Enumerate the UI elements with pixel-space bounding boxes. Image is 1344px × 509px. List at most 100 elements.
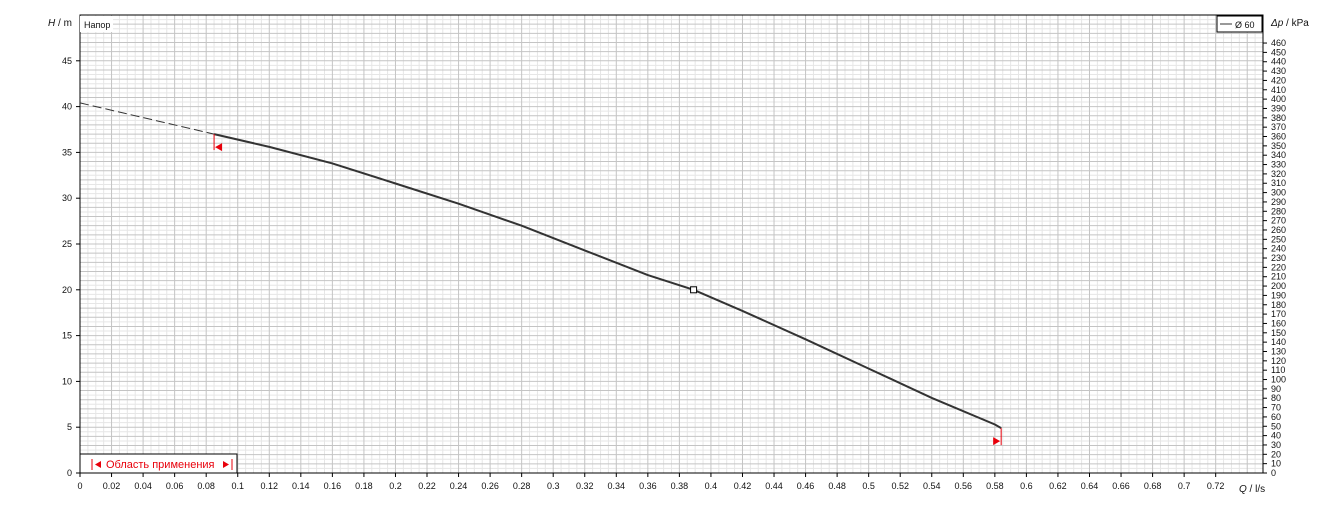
y-right-tick-label: 310 bbox=[1271, 178, 1286, 188]
operating-point-marker bbox=[690, 286, 698, 294]
y-right-tick-label: 80 bbox=[1271, 393, 1281, 403]
y-right-tick-label: 60 bbox=[1271, 412, 1281, 422]
y-right-tick-label: 160 bbox=[1271, 318, 1286, 328]
y-right-tick-label: 330 bbox=[1271, 160, 1286, 170]
x-tick-label: 0.66 bbox=[1112, 481, 1130, 491]
y-left-tick-label: 40 bbox=[62, 102, 72, 112]
y-right-tick-label: 110 bbox=[1271, 365, 1285, 375]
x-tick-label: 0.04 bbox=[134, 481, 152, 491]
y-right-tick-label: 260 bbox=[1271, 225, 1286, 235]
y-left-axis-ticks: 0 5 10 15 20 25 30 35 40 45 bbox=[62, 56, 80, 478]
y-right-tick-label: 340 bbox=[1271, 150, 1286, 160]
y-right-tick-label: 360 bbox=[1271, 132, 1286, 142]
chart-title-box: Напор bbox=[80, 16, 113, 32]
x-tick-label: 0 bbox=[77, 481, 82, 491]
y-right-tick-label: 150 bbox=[1271, 328, 1286, 338]
x-tick-label: 0.12 bbox=[261, 481, 279, 491]
legend: Ø 60 bbox=[1216, 15, 1263, 33]
series-curve bbox=[213, 133, 1002, 429]
y-right-tick-label: 120 bbox=[1271, 356, 1286, 366]
y-right-tick-label: 300 bbox=[1271, 188, 1286, 198]
x-tick-label: 0.54 bbox=[923, 481, 941, 491]
y-right-tick-label: 220 bbox=[1271, 262, 1286, 272]
x-tick-label: 0.68 bbox=[1144, 481, 1162, 491]
y-right-axis-ticks: 0102030405060708090100110120130140150160… bbox=[1263, 38, 1286, 478]
x-tick-label: 0.64 bbox=[1081, 481, 1099, 491]
y-left-axis-title: H / m bbox=[48, 18, 72, 29]
x-tick-label: 0.2 bbox=[389, 481, 402, 491]
x-tick-label: 0.4 bbox=[705, 481, 718, 491]
range-legend-label: Область применения bbox=[106, 459, 215, 471]
x-tick-label: 0.28 bbox=[513, 481, 531, 491]
x-tick-label: 0.46 bbox=[797, 481, 815, 491]
series-curve-extrapolated bbox=[79, 102, 215, 135]
x-tick-label: 0.02 bbox=[103, 481, 121, 491]
x-tick-label: 0.16 bbox=[324, 481, 342, 491]
y-right-tick-label: 180 bbox=[1271, 300, 1286, 310]
x-tick-label: 0.06 bbox=[166, 481, 184, 491]
y-left-tick-label: 5 bbox=[67, 422, 72, 432]
y-right-tick-label: 40 bbox=[1271, 431, 1281, 441]
x-unit: l/s bbox=[1255, 484, 1265, 495]
y-right-tick-label: 90 bbox=[1271, 384, 1281, 394]
y-right-tick-label: 230 bbox=[1271, 253, 1286, 263]
y-right-tick-label: 70 bbox=[1271, 403, 1281, 413]
y-right-tick-label: 20 bbox=[1271, 449, 1281, 459]
y-right-axis-title: Δp / kPa bbox=[1270, 18, 1309, 29]
y-right-tick-label: 400 bbox=[1271, 94, 1286, 104]
y-right-tick-label: 100 bbox=[1271, 375, 1286, 385]
y-left-tick-label: 10 bbox=[62, 376, 72, 386]
y-left-tick-label: 30 bbox=[62, 193, 72, 203]
range-min-marker bbox=[215, 143, 223, 152]
x-tick-label: 0.3 bbox=[547, 481, 560, 491]
legend-entry: Ø 60 bbox=[1235, 20, 1255, 30]
y-right-tick-label: 130 bbox=[1271, 346, 1286, 356]
y-right-tick-label: 0 bbox=[1271, 468, 1276, 478]
x-tick-label: 0.42 bbox=[734, 481, 752, 491]
y-right-tick-label: 240 bbox=[1271, 244, 1286, 254]
x-tick-label: 0.62 bbox=[1049, 481, 1067, 491]
y-right-tick-label: 190 bbox=[1271, 290, 1286, 300]
x-tick-label: 0.5 bbox=[862, 481, 875, 491]
x-axis-ticks: 0 0.02 0.04 0.06 0.08 0.1 0.12 0.14 0.16 0.18 0.2 0… bbox=[77, 473, 1224, 491]
x-axis-title: Q / l/s bbox=[1239, 484, 1265, 495]
x-tick-label: 0.26 bbox=[481, 481, 499, 491]
x-tick-label: 0.14 bbox=[292, 481, 310, 491]
range-legend-right-arrow-icon bbox=[223, 461, 229, 468]
y-right-tick-label: 50 bbox=[1271, 421, 1281, 431]
y-right-tick-label: 390 bbox=[1271, 103, 1286, 113]
y-left-tick-label: 35 bbox=[62, 147, 72, 157]
x-tick-label: 0.58 bbox=[986, 481, 1004, 491]
y-left-tick-label: 15 bbox=[62, 331, 72, 341]
y-right-unit: kPa bbox=[1292, 18, 1310, 29]
x-tick-label: 0.6 bbox=[1020, 481, 1033, 491]
y-right-tick-label: 440 bbox=[1271, 57, 1286, 67]
y-right-tick-label: 380 bbox=[1271, 113, 1286, 123]
x-tick-label: 0.1 bbox=[231, 481, 244, 491]
y-right-tick-label: 420 bbox=[1271, 75, 1286, 85]
y-left-unit: m bbox=[64, 18, 72, 29]
x-var: Q bbox=[1239, 484, 1247, 495]
y-left-tick-label: 0 bbox=[67, 468, 72, 478]
y-right-var: Δp bbox=[1270, 18, 1284, 29]
y-right-tick-label: 280 bbox=[1271, 206, 1286, 216]
x-tick-label: 0.52 bbox=[891, 481, 909, 491]
x-tick-label: 0.44 bbox=[765, 481, 783, 491]
x-tick-label: 0.38 bbox=[671, 481, 689, 491]
y-left-tick-label: 45 bbox=[62, 56, 72, 66]
x-tick-label: 0.18 bbox=[355, 481, 373, 491]
y-right-tick-label: 460 bbox=[1271, 38, 1286, 48]
y-right-tick-label: 170 bbox=[1271, 309, 1286, 319]
y-right-tick-label: 290 bbox=[1271, 197, 1286, 207]
y-right-tick-label: 140 bbox=[1271, 337, 1286, 347]
y-left-tick-label: 25 bbox=[62, 239, 72, 249]
y-right-tick-label: 320 bbox=[1271, 169, 1286, 179]
y-right-tick-label: 30 bbox=[1271, 440, 1281, 450]
y-right-tick-label: 350 bbox=[1271, 141, 1286, 151]
x-tick-label: 0.34 bbox=[608, 481, 626, 491]
y-right-tick-label: 410 bbox=[1271, 85, 1286, 95]
x-tick-label: 0.7 bbox=[1178, 481, 1191, 491]
y-right-tick-label: 270 bbox=[1271, 216, 1286, 226]
application-range-legend: Область применения bbox=[79, 453, 238, 474]
